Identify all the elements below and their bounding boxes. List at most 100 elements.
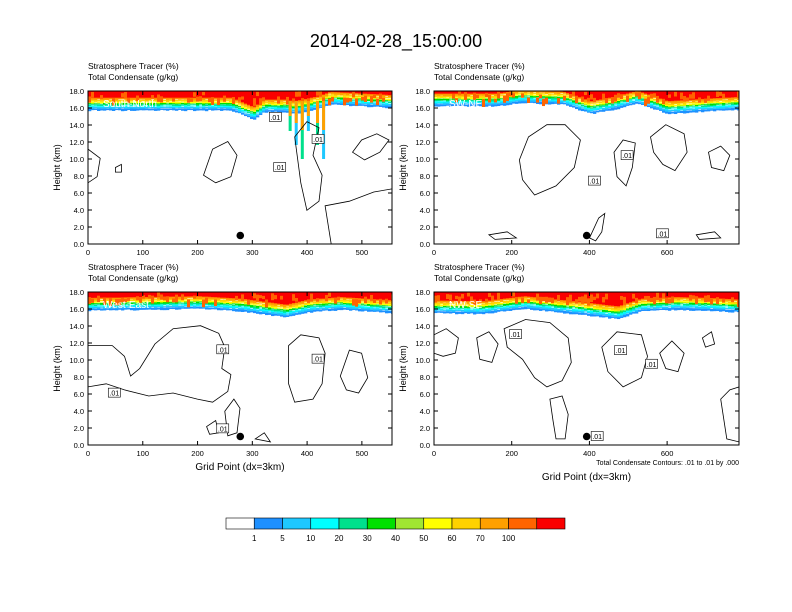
tracer-cell <box>322 292 326 299</box>
tracer-cell <box>737 97 739 100</box>
tracer-cell <box>193 301 197 303</box>
tracer-cell <box>253 110 257 112</box>
tracer-cell <box>521 305 525 307</box>
tracer-cell <box>187 298 191 301</box>
tracer-cell <box>536 92 540 95</box>
tracer-cell <box>500 99 504 101</box>
tracer-cell <box>737 107 739 111</box>
tracer-cell <box>521 92 525 94</box>
tracer-cell <box>280 310 284 312</box>
tracer-cell <box>280 312 284 316</box>
tracer-cell <box>88 308 92 312</box>
tracer-cell <box>202 298 206 300</box>
tracer-cell <box>464 309 468 312</box>
tracer-cell <box>256 91 260 106</box>
x-tick-label: 0 <box>432 449 436 458</box>
tracer-cell <box>259 91 263 103</box>
tracer-cell <box>190 98 193 102</box>
tracer-cell <box>530 292 534 298</box>
tracer-cell <box>322 304 326 307</box>
colorbar-label: 50 <box>419 534 428 543</box>
tracer-cell <box>701 297 705 301</box>
tracer-cell <box>515 296 518 304</box>
tracer-cell <box>151 295 154 304</box>
tracer-cell <box>518 299 522 301</box>
tracer-cell <box>199 104 203 105</box>
tracer-cell <box>533 99 537 102</box>
tracer-cell <box>178 101 182 104</box>
tracer-cell <box>187 97 190 103</box>
tracer-cell <box>316 298 319 302</box>
tracer-cell <box>136 95 139 102</box>
tracer-cell <box>476 311 480 314</box>
panel-title-tracer: Stratosphere Tracer (%) <box>434 61 525 71</box>
tracer-cell <box>121 106 125 108</box>
tracer-cell <box>551 302 555 305</box>
tracer-cell <box>566 99 570 101</box>
tracer-cell <box>364 296 367 304</box>
tracer-cell <box>455 93 459 95</box>
tracer-cell <box>623 96 627 98</box>
tracer-cell <box>268 91 272 100</box>
tracer-cell <box>331 305 335 307</box>
tracer-cell <box>136 106 140 109</box>
tracer-cell <box>440 97 444 99</box>
tracer-cell <box>211 305 215 308</box>
tracer-cell <box>145 97 149 101</box>
tracer-cell <box>680 292 684 298</box>
tracer-cell <box>578 99 582 101</box>
tracer-field <box>88 91 392 159</box>
tracer-cell <box>358 91 362 94</box>
tracer-cell <box>437 311 441 313</box>
tracer-cell <box>467 310 471 313</box>
tracer-cell <box>229 300 233 302</box>
tracer-cell <box>572 101 576 104</box>
tracer-cell <box>653 102 657 105</box>
tracer-cell <box>256 110 260 113</box>
tracer-cell <box>497 299 501 300</box>
tracer-cell <box>349 302 353 305</box>
tracer-cell <box>247 308 251 311</box>
tracer-cell <box>160 300 164 303</box>
tracer-cell <box>707 100 711 103</box>
tracer-cell <box>554 301 558 304</box>
tracer-cell <box>680 299 684 301</box>
tracer-cell <box>635 97 639 99</box>
tracer-cell <box>349 92 353 95</box>
tracer-cell <box>136 303 140 306</box>
tracer-cell <box>560 91 564 94</box>
tracer-cell <box>97 292 101 299</box>
tracer-cell <box>614 309 618 312</box>
tracer-cell <box>202 101 206 104</box>
tracer-cell <box>629 308 633 311</box>
tracer-cell <box>605 305 609 306</box>
tracer-cell <box>488 293 491 298</box>
tracer-cell <box>295 311 299 313</box>
tracer-cell <box>704 106 708 109</box>
tracer-cell <box>461 300 465 302</box>
tracer-cell <box>467 104 471 107</box>
tracer-cell <box>638 305 642 308</box>
tracer-cell <box>455 303 459 306</box>
tracer-cell <box>617 306 621 307</box>
tracer-cell <box>506 93 509 102</box>
tracer-cell <box>346 302 350 304</box>
tracer-cell <box>671 106 675 108</box>
tracer-cell <box>731 105 735 107</box>
tracer-cell <box>388 292 392 301</box>
tracer-cell <box>713 303 717 306</box>
tracer-cell <box>124 99 128 102</box>
tracer-cell <box>476 93 480 96</box>
tracer-cell <box>112 91 116 99</box>
tracer-cell <box>704 305 708 307</box>
tracer-cell <box>217 105 221 108</box>
tracer-cell <box>352 297 356 300</box>
tracer-cell <box>328 298 332 301</box>
tracer-cell <box>524 300 528 302</box>
tracer-cell <box>581 105 585 107</box>
tracer-cell <box>434 93 438 96</box>
tracer-cell <box>596 306 600 309</box>
tracer-cell <box>728 105 732 107</box>
tracer-cell <box>307 301 311 305</box>
tracer-cell <box>340 302 344 304</box>
